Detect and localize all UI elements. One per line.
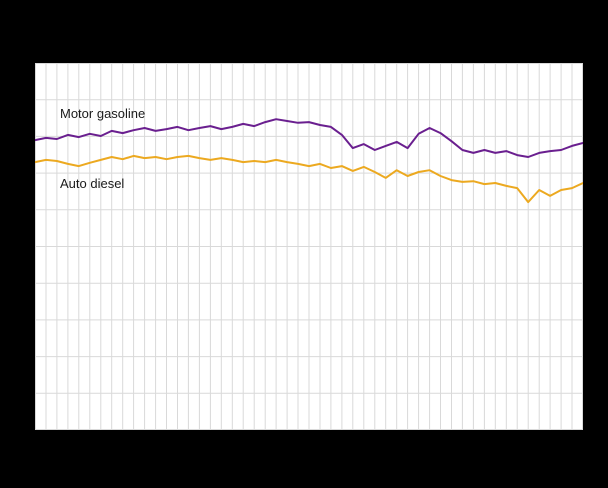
motor-gasoline-line: [35, 118, 583, 158]
series-label-motor-gasoline: Motor gasoline: [60, 106, 146, 121]
plot-area: Motor gasoline Auto diesel: [35, 63, 583, 430]
auto-diesel-line: [35, 154, 583, 204]
line-chart: [35, 63, 583, 430]
series-label-auto-diesel: Auto diesel: [60, 176, 125, 191]
